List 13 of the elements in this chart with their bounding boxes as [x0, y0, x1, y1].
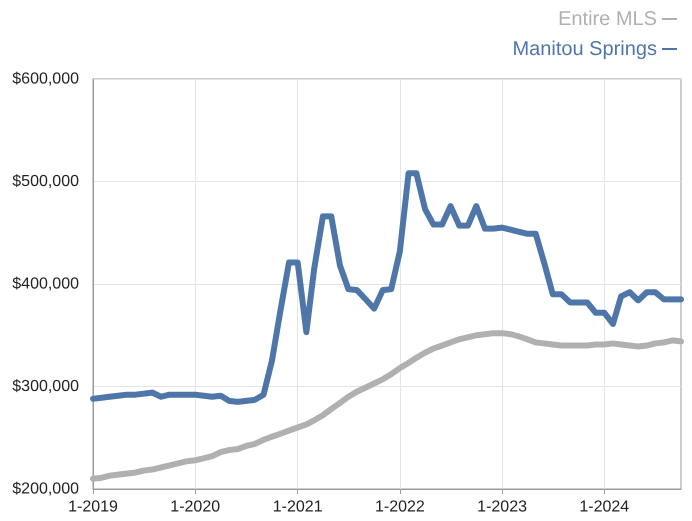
x-tick-label: 1-2019 [68, 498, 118, 516]
y-tick-label: $200,000 [12, 480, 80, 498]
y-tick-label: $400,000 [12, 276, 80, 292]
y-tick-label: $600,000 [12, 70, 80, 88]
legend-label: Manitou Springs [512, 38, 657, 60]
y-tick-label: $500,000 [12, 173, 80, 190]
x-tick-label: 1-2021 [272, 498, 323, 516]
y-tick-label: $300,000 [12, 378, 80, 395]
x-tick-label: 1-2020 [170, 498, 220, 516]
x-tick-label: 1-2022 [374, 498, 425, 516]
x-tick-label: 1-2023 [477, 498, 528, 516]
legend-label: Entire MLS [558, 8, 657, 30]
x-tick-label: 1-2024 [579, 498, 630, 516]
